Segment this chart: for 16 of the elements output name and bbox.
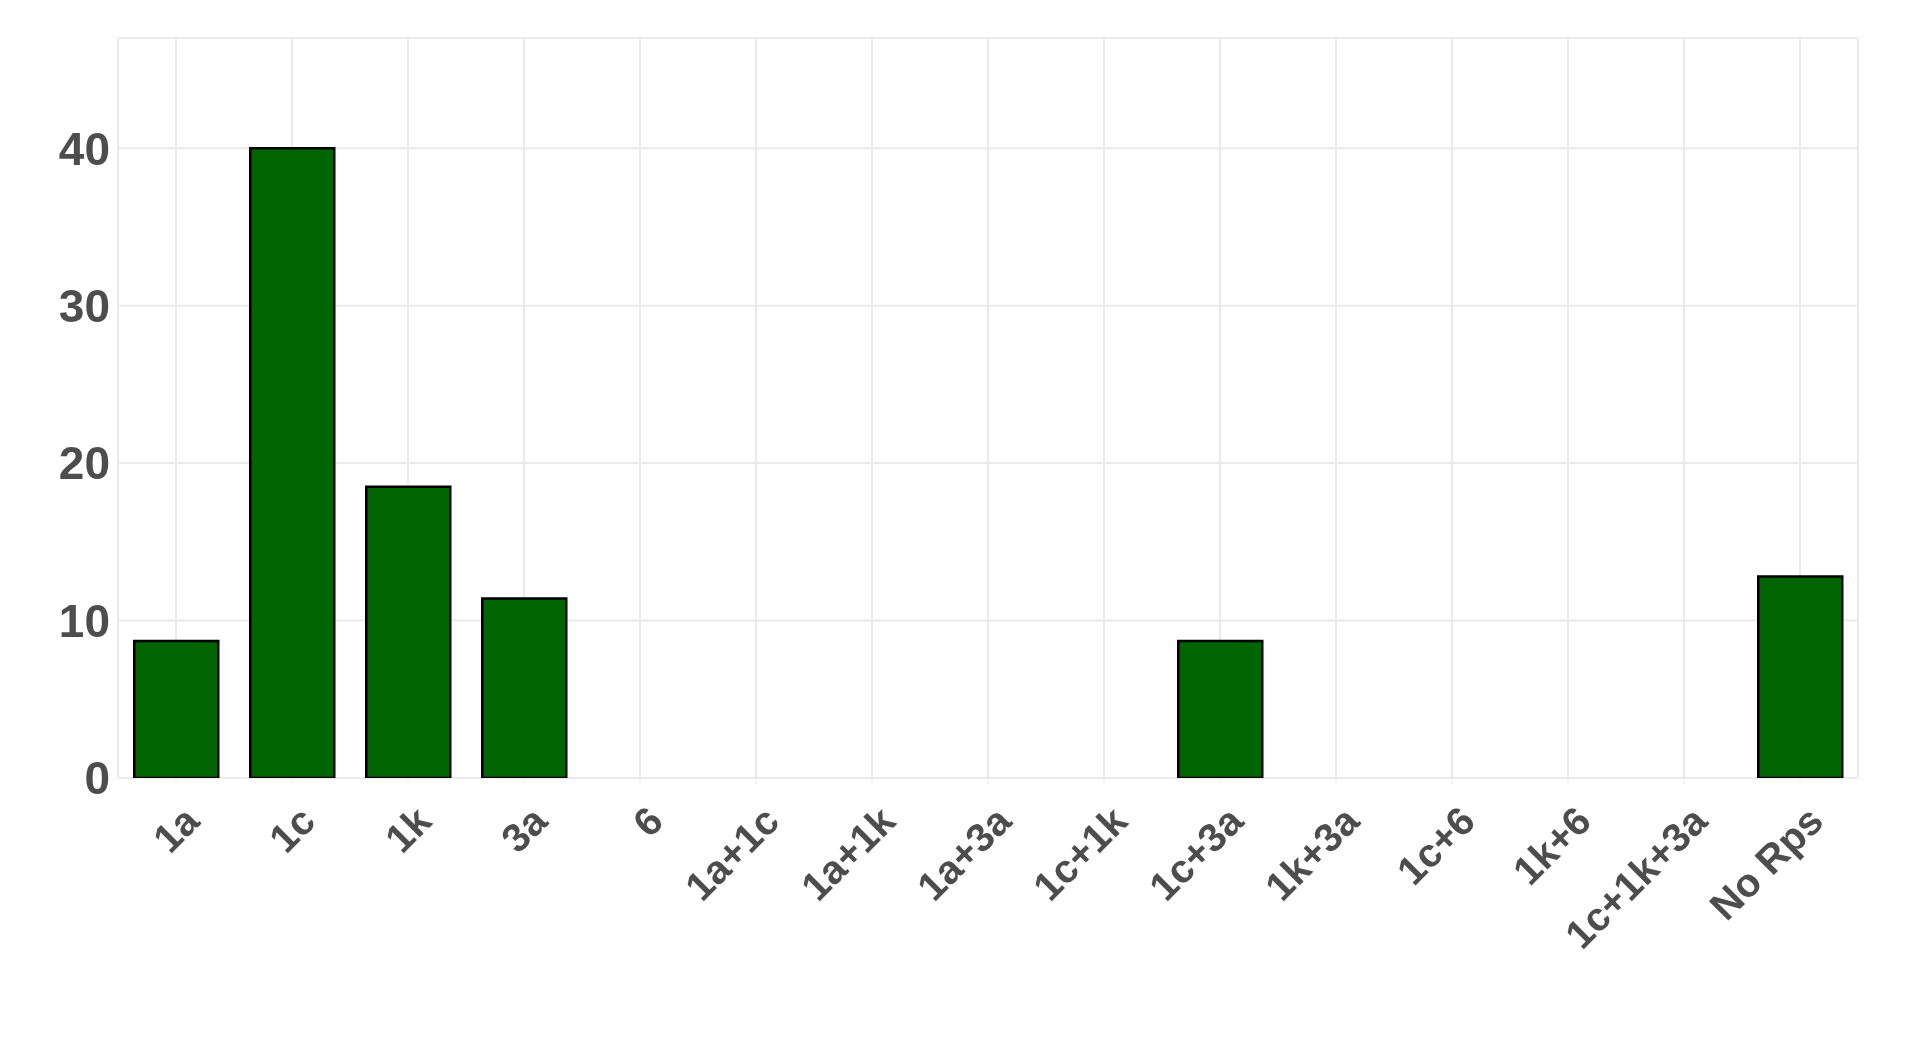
y-tick-label: 30 xyxy=(58,279,110,332)
y-tick-label: 40 xyxy=(58,122,110,175)
y-tick-label: 20 xyxy=(58,437,110,490)
x-tick-label: 1k xyxy=(376,797,440,861)
bar xyxy=(1756,575,1844,778)
bar xyxy=(480,597,568,778)
y-tick-label: 10 xyxy=(58,594,110,647)
bar xyxy=(132,639,220,778)
bar xyxy=(364,485,452,778)
x-tick-label: 6 xyxy=(624,798,672,845)
x-tick-label: 3a xyxy=(492,797,556,861)
y-tick-label: 0 xyxy=(84,752,110,805)
x-tick-label: 1c xyxy=(260,798,324,861)
x-tick-label: 1a xyxy=(144,797,208,861)
bar xyxy=(1176,639,1264,778)
bar xyxy=(248,146,336,778)
